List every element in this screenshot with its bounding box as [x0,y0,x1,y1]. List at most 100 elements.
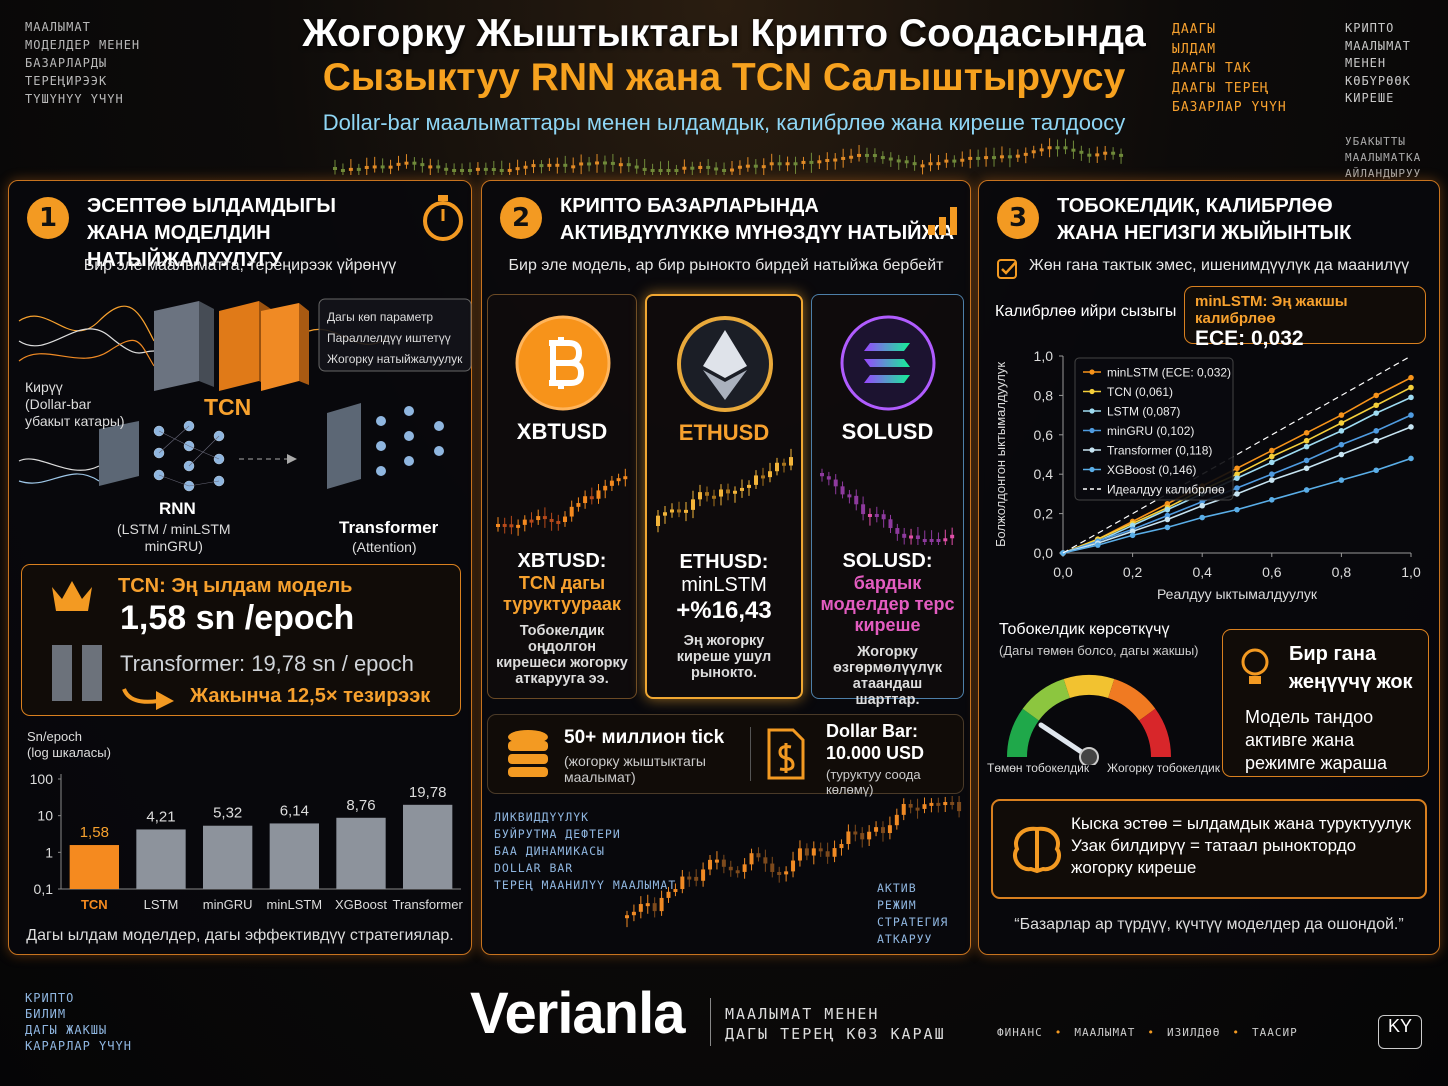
text-line: КАРАРЛАР ҮЧҮН [25,1039,132,1053]
candle-decor [616,478,621,482]
x-tick-label: minLSTM [267,897,323,912]
candle-decor [719,489,723,497]
text-line: БАЗАРЛАР ҮЧҮН [1172,100,1287,115]
arrow-icon [122,688,174,710]
candle-decor [674,169,679,172]
candle-decor [698,492,702,500]
gauge-segment [1138,708,1171,758]
candle-decor [609,480,614,486]
brand: Verianla [470,981,685,1046]
candle-decor [753,164,758,168]
candle-decor [864,153,869,157]
candle-decor [428,165,433,169]
transformer-label: Transformer [339,518,439,537]
x-axis-label: Реалдуу ыктымалдуулук [1157,586,1318,602]
candle-decor [944,159,949,163]
legend-label: minGRU (0,102) [1107,424,1194,438]
marker [1095,542,1101,548]
title: Жогорку Жыштыктагы Крипто Соодасында [302,12,1146,55]
candle-decor [645,903,650,907]
candle-decor [943,538,948,542]
candle-decor [507,168,512,172]
bar [136,829,186,889]
value-label: 4,21 [146,808,175,825]
gauge-high: Жогорку тобокелдик [1107,761,1220,775]
market-result: TCN дагы туруктуураак [503,573,621,614]
candle-decor [915,807,920,811]
marker [1408,384,1414,391]
text-line: МААЛЫМАТКА [1345,151,1422,164]
market-heading-text: XBTUSD: [517,550,607,572]
x-tick-label: LSTM [144,897,179,912]
candle-decor [867,831,872,840]
candle-decor [555,163,560,167]
candle-decor [722,169,727,172]
candle-decor [1111,151,1116,155]
candle-decor [1119,153,1124,157]
candle-decor [666,891,671,898]
candle-decor [1103,151,1108,155]
quote: “Базарлар ар түрдүү, күчтүү моделдер да … [1014,916,1404,933]
legend-swatch [1089,466,1095,473]
x-tick-label: Transformer [393,897,464,912]
highlight-title: TCN: Эң ылдам модель [118,575,353,597]
tip-body: Модель тандоо активге жана режимге жараш… [1245,707,1387,773]
candle-decor [775,462,779,472]
candle-decor [880,156,885,160]
text-line: УБАКЫТТЫ [1345,135,1406,148]
candle-decor [874,827,879,832]
legend-swatch [1089,388,1095,395]
candle-decor [915,535,920,539]
candle-decor [516,524,521,528]
candle-decor [721,859,726,867]
text-line: МААЛЫМАТ [1345,38,1411,53]
candle-decor [1087,153,1092,157]
text-line: СТРАТЕГИЯ [877,915,949,929]
text-line: Жогорку натыйжалуулук [327,352,463,366]
tag: ФИНАНС [997,1026,1043,1039]
header: Жогорку Жыштыктагы Крипто Соодасында Сыз… [0,0,1448,180]
market-card: ETHUSD ETHUSD: minLSTM +%16,43 Эң жогорку к… [645,294,803,699]
candle-decor [782,462,786,466]
candle-decor [452,169,457,172]
panel-title: ТОБОКЕЛДИК, КАЛИБРЛӨӨ ЖАНА НЕГИЗГИ ЖЫЙЫНТ… [1057,193,1351,247]
candle-decor [467,169,472,172]
candle-decor [826,476,831,480]
candle-decor [650,169,655,172]
candle-decor [1055,146,1060,150]
candle-decor [784,871,789,875]
gauge-sub: (Дагы төмөн болсо, дагы жакшы) [999,643,1199,658]
tip-box: Бир гана жеңүүчү жок Модель тандоо актив… [1222,629,1429,777]
stat-value: 10.000 USD [826,743,925,763]
marker [1234,471,1240,477]
marker [1408,394,1414,401]
candle-decor [680,876,685,890]
y-tick-label: 0,2 [1034,506,1054,522]
panel-lead: Бир эле модель, ар бир рынокто бирдей на… [508,257,944,274]
legend-label: minLSTM (ECE: 0,032) [1107,366,1231,380]
text-line: АЙЛАНДЫРУУ [1345,167,1422,180]
separator: • [1054,1026,1063,1039]
candle-decor [726,489,730,494]
marker [1269,447,1275,454]
candle-decor [444,167,449,171]
bitcoin-icon [515,315,611,411]
candle-decor [777,162,782,166]
candle-decor [763,857,768,864]
text-line: ТЕРЕҢ МААНИЛҮҮ МААЛЫМАТ [494,878,677,892]
y-tick-label: 10 [37,808,53,824]
series-line [1062,355,1412,554]
transformer-sub: (Attention) [352,539,417,555]
market-ticker: XBTUSD [516,419,608,444]
candle-decor [754,475,758,485]
candle-decor [936,162,941,166]
marker [1234,506,1240,513]
candle-decor [529,519,534,523]
candle-decor [631,911,636,916]
candle-decor [602,161,607,165]
text-line: КРИПТО [1345,21,1395,35]
candle-decor [735,870,740,874]
candle-decor [1023,152,1028,156]
candle-decor [1063,146,1068,150]
candle-decor [912,162,917,166]
